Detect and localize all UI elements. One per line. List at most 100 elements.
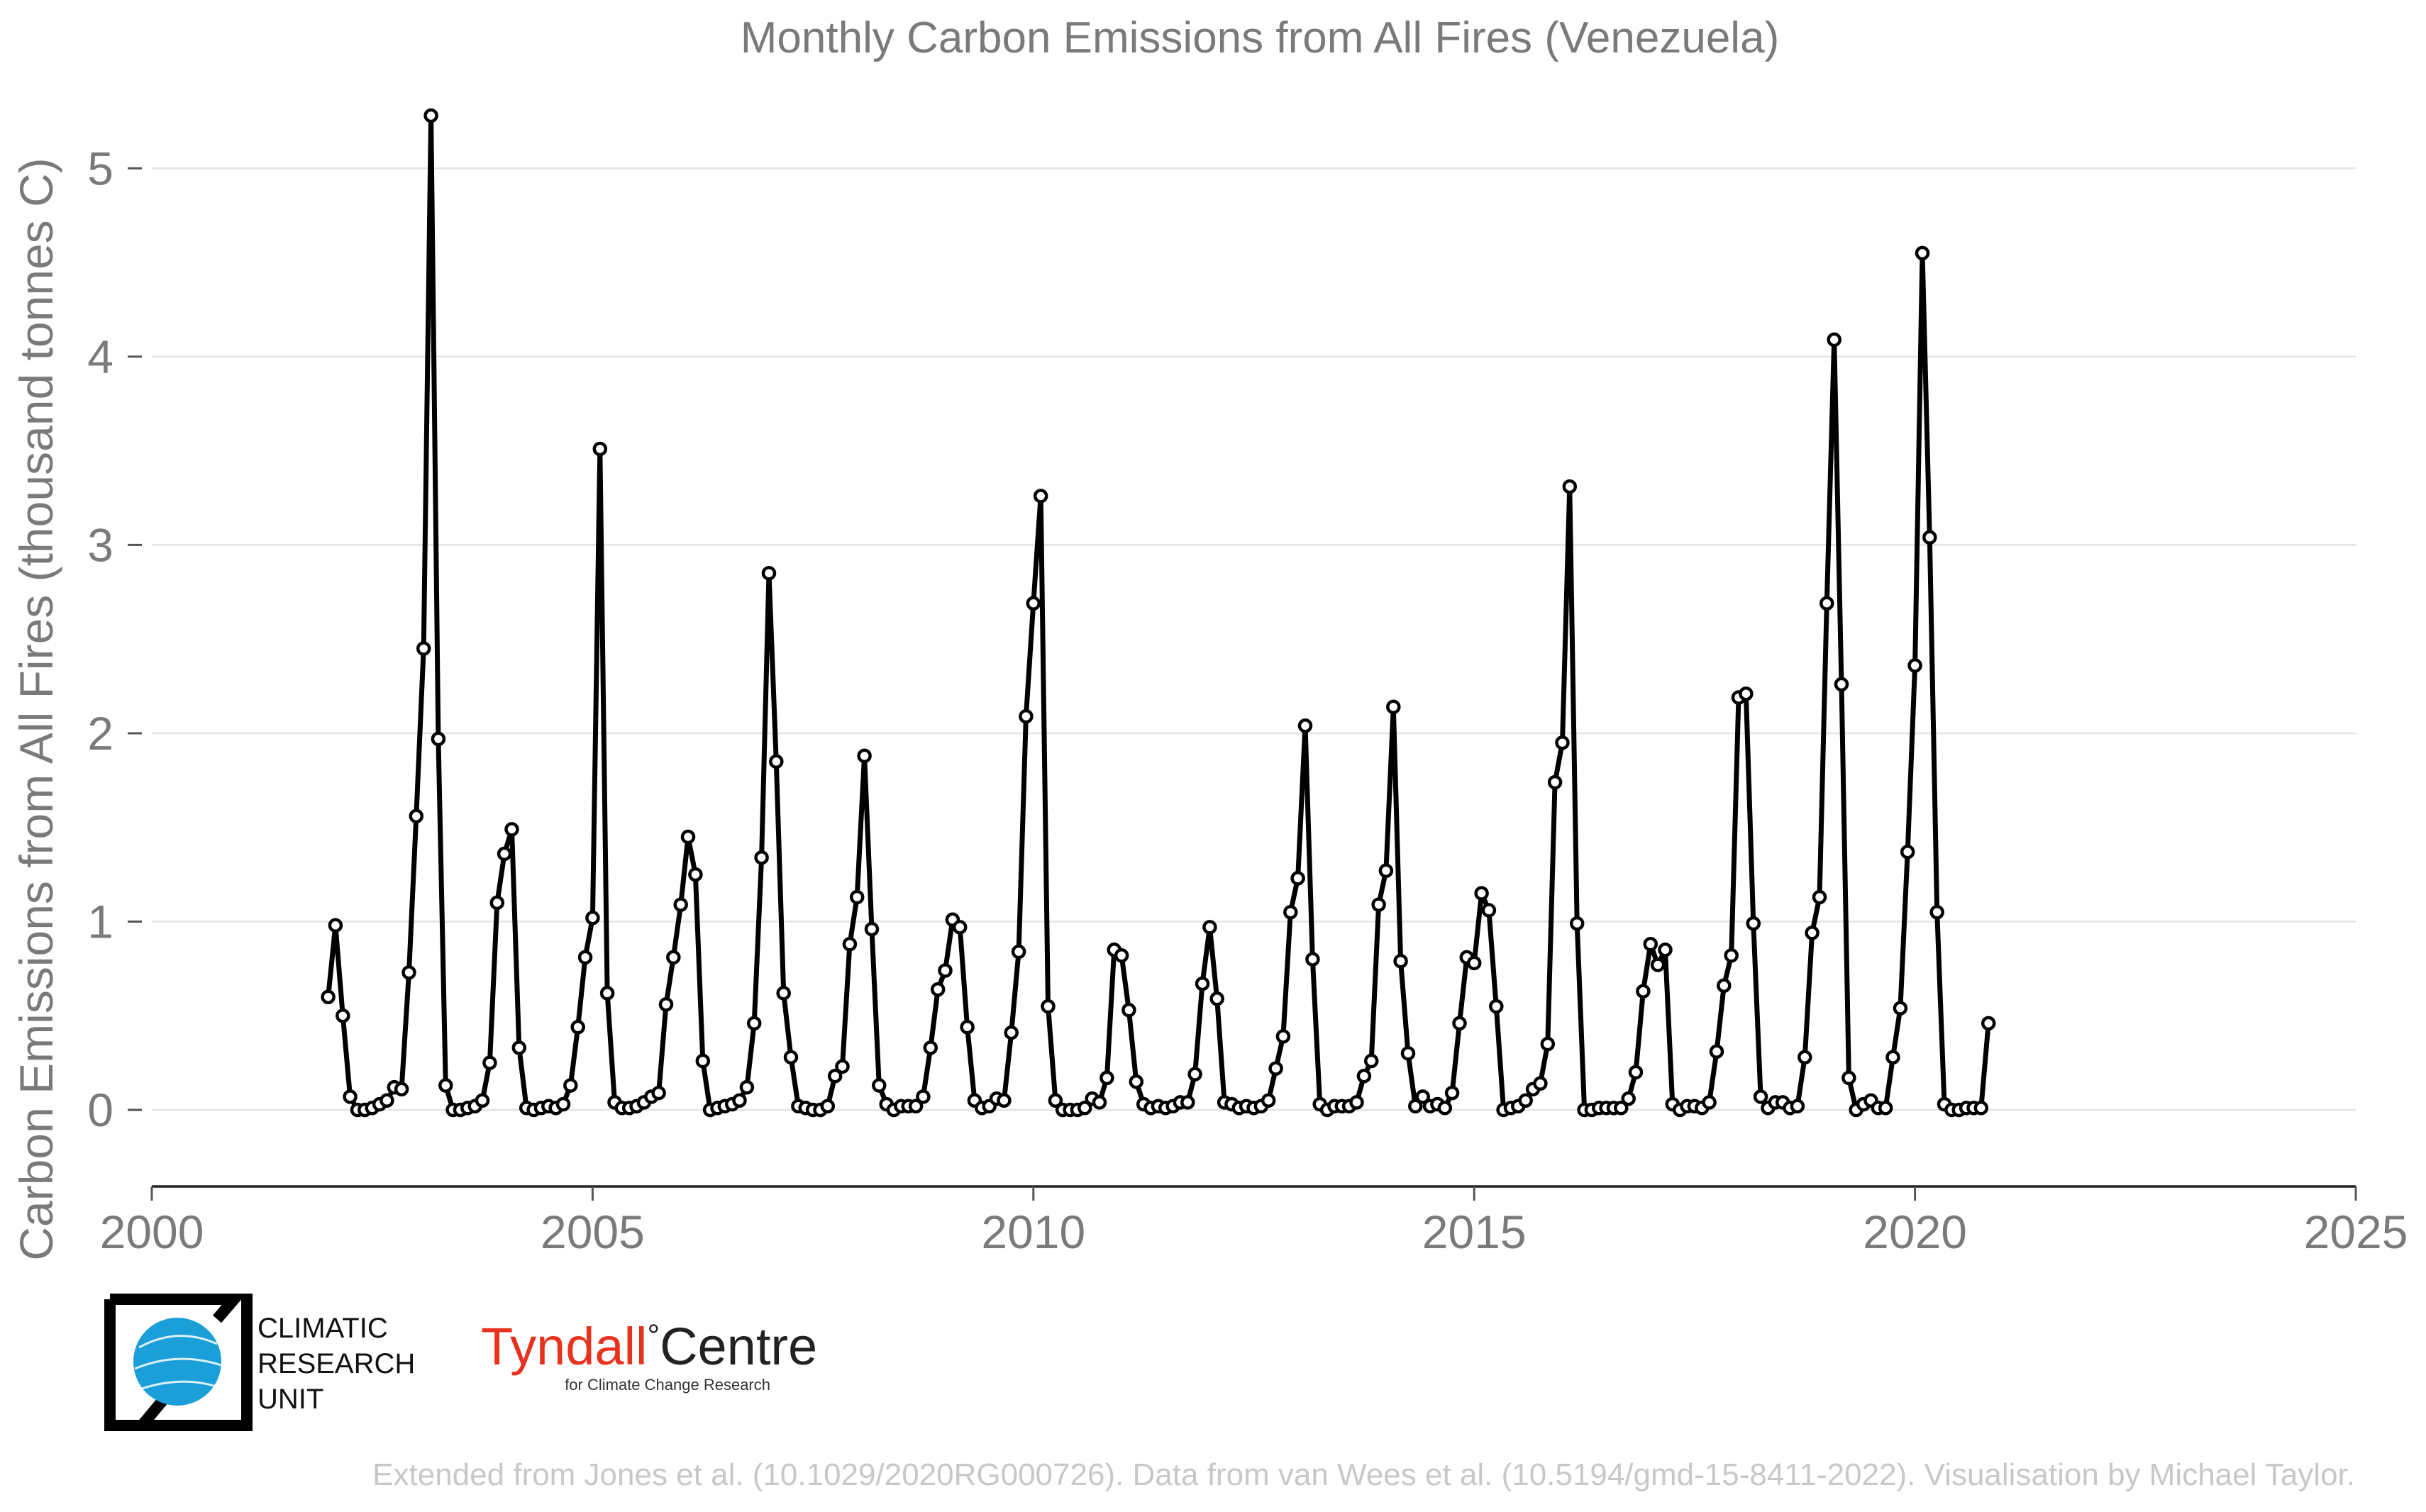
- data-point: [666, 950, 681, 965]
- data-point: [1378, 863, 1394, 879]
- data-point: [1048, 1093, 1063, 1108]
- data-point: [732, 1093, 747, 1108]
- data-point: [577, 950, 593, 965]
- data-point: [776, 986, 791, 1001]
- data-point: [423, 108, 438, 123]
- data-point: [1540, 1036, 1556, 1052]
- data-point: [930, 982, 946, 997]
- data-point: [1885, 1050, 1900, 1064]
- data-point: [1092, 1095, 1107, 1110]
- data-point: [1702, 1095, 1717, 1110]
- data-point: [1011, 944, 1026, 960]
- data-point: [1915, 245, 1930, 261]
- data-point: [1180, 1095, 1195, 1110]
- x-tick-label: 2025: [2304, 1206, 2408, 1258]
- data-point: [336, 1008, 350, 1023]
- data-point: [1408, 1099, 1423, 1113]
- data-point: [1466, 955, 1482, 971]
- data-point: [1305, 952, 1320, 967]
- data-point: [1452, 1016, 1467, 1031]
- data-point: [835, 1059, 850, 1074]
- data-point: [1283, 904, 1298, 920]
- data-point: [1739, 686, 1754, 701]
- data-point: [754, 850, 769, 865]
- data-point: [1481, 903, 1497, 918]
- data-point: [1356, 1068, 1372, 1084]
- data-point: [1658, 943, 1673, 957]
- data-point: [585, 910, 600, 925]
- data-point: [688, 867, 703, 882]
- data-point: [321, 989, 336, 1004]
- data-point: [864, 921, 880, 937]
- data-point: [1518, 1093, 1533, 1108]
- data-point: [1562, 479, 1578, 494]
- data-point: [497, 846, 512, 862]
- data-point: [1100, 1070, 1114, 1086]
- data-point: [592, 441, 608, 457]
- data-point: [1268, 1061, 1283, 1076]
- data-point: [1129, 1074, 1144, 1089]
- x-tick-label: 2015: [1422, 1206, 1527, 1258]
- data-point: [820, 1099, 836, 1113]
- data-point: [651, 1085, 666, 1101]
- data-point: [658, 997, 674, 1012]
- tyndall-degree: °: [647, 1318, 660, 1353]
- data-point: [563, 1078, 578, 1093]
- data-point: [1202, 920, 1217, 935]
- credit-text: Extended from Jones et al. (10.1029/2020…: [372, 1457, 2355, 1492]
- chart-title: Monthly Carbon Emissions from All Fires …: [741, 13, 1779, 62]
- data-point: [1004, 1025, 1019, 1040]
- x-tick-label: 2010: [981, 1206, 1085, 1258]
- data-point: [1290, 871, 1305, 886]
- data-point: [673, 897, 688, 912]
- data-point: [1981, 1016, 1996, 1031]
- y-tick-label: 5: [87, 142, 113, 194]
- data-point: [952, 920, 968, 935]
- data-point: [380, 1093, 394, 1108]
- data-point: [1753, 1089, 1768, 1104]
- y-tick-label: 4: [87, 330, 113, 383]
- data-point: [783, 1050, 799, 1064]
- data-point: [1297, 718, 1313, 733]
- data-point: [1041, 999, 1056, 1014]
- data-point: [872, 1078, 887, 1093]
- data-point: [1922, 530, 1937, 545]
- data-point: [394, 1082, 409, 1097]
- y-tick-label: 2: [87, 707, 113, 760]
- data-point: [1746, 916, 1761, 931]
- data-point: [401, 965, 416, 980]
- data-point: [842, 937, 858, 952]
- data-point: [1614, 1101, 1629, 1116]
- data-point: [1386, 699, 1401, 715]
- data-point: [1444, 1085, 1460, 1101]
- data-points: [321, 108, 1996, 1118]
- data-point: [1349, 1095, 1364, 1110]
- cru-logo-line-1: CLIMATIC: [257, 1313, 388, 1344]
- data-point: [923, 1040, 938, 1055]
- tyndall-word-2: Centre: [660, 1317, 817, 1376]
- x-tick-label: 2020: [1863, 1206, 1967, 1258]
- data-point: [1209, 991, 1224, 1006]
- data-point: [343, 1089, 358, 1104]
- data-point: [1415, 1089, 1430, 1104]
- data-point: [1114, 948, 1129, 963]
- data-point: [1724, 948, 1739, 963]
- data-point: [1834, 677, 1849, 692]
- data-point: [938, 963, 953, 978]
- data-point: [739, 1079, 755, 1095]
- data-point: [1195, 976, 1210, 991]
- data-point: [1489, 999, 1504, 1014]
- data-point: [1827, 332, 1841, 348]
- data-point: [1555, 735, 1570, 750]
- data-point: [1437, 1101, 1453, 1116]
- data-point: [769, 754, 784, 769]
- data-point: [1621, 1091, 1636, 1106]
- data-point: [1026, 596, 1041, 611]
- data-point: [438, 1078, 453, 1093]
- data-point: [328, 918, 343, 933]
- cru-logo-line-3: UNIT: [257, 1384, 323, 1415]
- data-point: [1709, 1044, 1724, 1059]
- data-point: [849, 889, 865, 905]
- data-point: [1650, 957, 1666, 972]
